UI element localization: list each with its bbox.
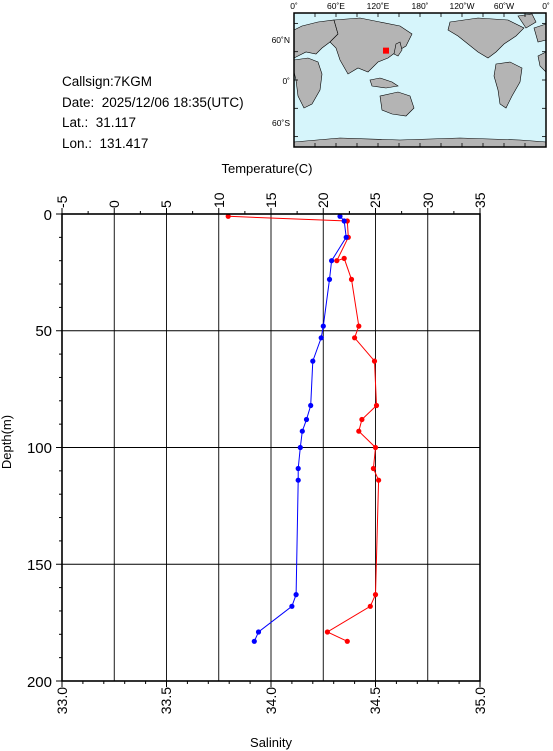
salinity-data-point xyxy=(337,213,343,219)
temperature-data-point xyxy=(356,428,362,434)
salinity-tick-label: 33.0 xyxy=(54,687,70,714)
depth-tick-label: 100 xyxy=(27,440,52,457)
date-text: Date: 2025/12/06 18:35(UTC) xyxy=(62,94,244,110)
salinity-data-point xyxy=(320,323,326,329)
map-longitude-labels: 0˚ 60˚E 120˚E 180˚ 120˚W 60˚W 0˚ xyxy=(290,1,550,11)
salinity-data-point xyxy=(295,477,301,483)
map-lon-label: 120˚E xyxy=(367,1,390,11)
temperature-tick-label: 5 xyxy=(158,200,174,208)
land-north-america xyxy=(447,17,525,59)
temperature-tick-labels: -5 0 5 10 15 20 25 30 35 xyxy=(54,192,488,208)
land-africa xyxy=(293,57,323,109)
salinity-data-point xyxy=(343,234,349,240)
temperature-tick-label: 10 xyxy=(211,192,227,208)
depth-tick-label: 0 xyxy=(44,207,52,224)
land-europe-africa xyxy=(293,19,339,59)
salinity-data-point xyxy=(299,428,305,434)
latitude-text: Lat.: 31.117 xyxy=(62,115,137,130)
salinity-data-point xyxy=(303,416,310,423)
longitude-text: Lon.: 131.417 xyxy=(62,135,149,151)
map-lon-label: 60˚W xyxy=(494,1,514,11)
salinity-tick-label: 35.0 xyxy=(472,687,488,714)
depth-tick-label: 150 xyxy=(27,557,52,574)
depth-tick-label: 200 xyxy=(27,674,52,691)
salinity-data-point xyxy=(297,444,303,451)
station-marker-square xyxy=(382,47,389,54)
salinity-data-point xyxy=(289,603,295,609)
salinity-tick-label: 34.0 xyxy=(263,687,279,714)
temperature-data-point xyxy=(334,258,340,264)
temperature-tick-label: 30 xyxy=(420,192,436,208)
temperature-tick-label: 25 xyxy=(367,192,383,208)
temperature-data-point xyxy=(352,335,358,341)
salinity-data-point xyxy=(295,465,301,472)
profile-plot: -5 0 5 10 15 20 25 30 35 Temperature(C) … xyxy=(0,161,488,750)
temperature-data-point xyxy=(225,213,231,219)
temperature-data-point xyxy=(372,444,379,451)
map-lat-label: 60˚S xyxy=(272,118,290,128)
world-map-inset: 0˚ 60˚E 120˚E 180˚ 120˚W 60˚W 0˚ 60˚N 0˚… xyxy=(272,1,550,148)
axis-tick-marks xyxy=(56,208,481,687)
temperature-tick-label: 20 xyxy=(315,192,331,208)
temperature-data-point xyxy=(324,629,330,635)
salinity-tick-label: 33.5 xyxy=(158,687,174,714)
salinity-axis-title: Salinity xyxy=(250,735,292,750)
station-location-marker xyxy=(382,47,389,54)
land-south-america xyxy=(493,61,523,109)
temperature-tick-label: 0 xyxy=(106,200,122,208)
map-lon-label: 60˚E xyxy=(327,1,345,11)
salinity-data-point xyxy=(318,335,324,341)
land-indonesia xyxy=(369,77,399,89)
callsign-text: Callsign:7KGM xyxy=(62,74,153,89)
land-japan xyxy=(393,41,403,57)
salinity-data-point xyxy=(341,218,347,224)
map-lon-label: 180˚ xyxy=(411,1,428,11)
map-tick-marks xyxy=(293,13,547,147)
map-lat-label: 0˚ xyxy=(282,76,290,86)
temperature-data-point xyxy=(371,358,378,364)
temperature-data-point xyxy=(341,255,347,261)
temperature-data-point xyxy=(367,603,373,609)
land-greenland xyxy=(517,13,537,29)
map-land xyxy=(293,13,547,148)
data-series xyxy=(225,213,382,644)
map-lon-label: 0˚ xyxy=(542,1,550,11)
temperature-data-point xyxy=(356,323,362,329)
salinity-data-point xyxy=(251,638,257,644)
temperature-tick-label: 35 xyxy=(472,192,488,208)
temperature-data-point xyxy=(344,638,350,644)
map-lon-label: 0˚ xyxy=(290,1,298,11)
temperature-data-point xyxy=(370,465,376,472)
salinity-data-point xyxy=(326,276,333,282)
map-lat-label: 60˚N xyxy=(272,35,290,45)
land-australia xyxy=(379,91,415,117)
salinity-data-point xyxy=(255,629,262,635)
salinity-tick-labels: 33.0 33.5 34.0 34.5 35.0 xyxy=(54,687,488,714)
temperature-data-point xyxy=(359,416,365,423)
temperature-data-point xyxy=(376,477,382,483)
salinity-data-point xyxy=(308,402,314,409)
temperature-tick-label: 15 xyxy=(263,192,279,208)
land-asia xyxy=(329,17,413,75)
depth-tick-label: 50 xyxy=(35,323,52,340)
salinity-tick-label: 34.5 xyxy=(367,687,383,714)
salinity-data-point xyxy=(293,592,299,598)
temperature-axis-title: Temperature(C) xyxy=(221,161,312,176)
temperature-tick-label: -5 xyxy=(54,195,70,208)
map-lon-label: 120˚W xyxy=(449,1,474,11)
temperature-data-point xyxy=(348,276,355,282)
depth-tick-labels: 0 50 100 150 200 xyxy=(27,207,52,691)
map-latitude-labels: 60˚N 0˚ 60˚S xyxy=(272,35,291,128)
station-info: Callsign:7KGM Date: 2025/12/06 18:35(UTC… xyxy=(62,72,244,154)
temperature-data-point xyxy=(373,402,380,409)
salinity-data-point xyxy=(310,358,316,364)
temperature-data-point xyxy=(372,592,379,598)
depth-axis-title: Depth(m) xyxy=(0,415,14,469)
salinity-data-point xyxy=(329,258,335,264)
